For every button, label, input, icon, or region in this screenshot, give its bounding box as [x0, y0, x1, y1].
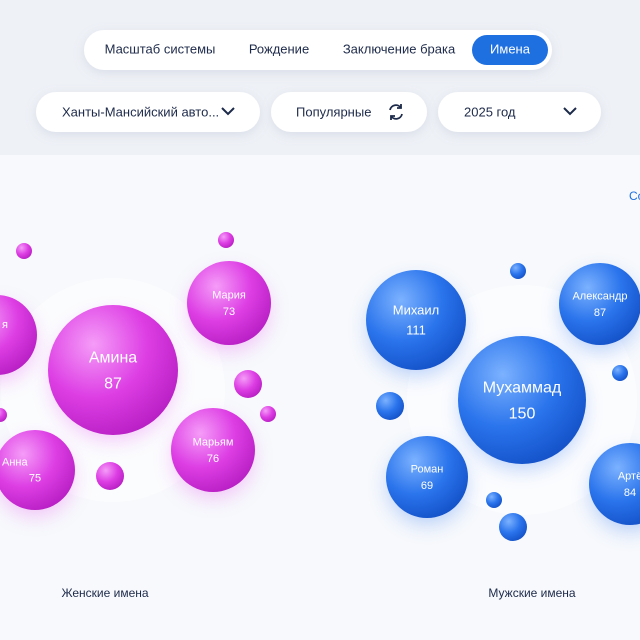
bubble-name: Анна [2, 457, 28, 469]
bubble-count: 87 [104, 376, 122, 393]
tab[interactable]: Заключение брака [343, 41, 456, 56]
decor-bubble [486, 492, 502, 508]
decor-bubble [260, 406, 276, 422]
bubble-count: 76 [207, 453, 219, 465]
bubble-name: Амина [89, 350, 137, 367]
sort-link[interactable]: Со [629, 189, 640, 203]
bubble[interactable] [187, 261, 271, 345]
decor-bubble [510, 263, 526, 279]
decor-bubble [499, 513, 527, 541]
bubble[interactable] [0, 295, 37, 375]
decor-bubble [376, 392, 404, 420]
decor-bubble [612, 365, 628, 381]
bubble-name: Михаил [393, 302, 440, 317]
decor-bubble [218, 232, 234, 248]
filter-label[interactable]: 2025 год [464, 104, 516, 119]
bubble-name: Александр [572, 291, 627, 303]
bubble[interactable] [171, 408, 255, 492]
bubble[interactable] [366, 270, 466, 370]
caption: Мужские имена [488, 586, 576, 600]
decor-bubble [0, 408, 7, 422]
caption: Женские имена [61, 586, 148, 600]
bubble[interactable] [48, 305, 178, 435]
bubble-name: Артё [618, 471, 640, 483]
bubble-name: Марьям [193, 436, 234, 448]
decor-bubble [234, 370, 262, 398]
tab[interactable]: Имена [490, 41, 531, 56]
bubble-count: 111 [406, 322, 426, 337]
bubble[interactable] [458, 336, 586, 464]
decor-bubble [16, 243, 32, 259]
bubble[interactable] [0, 430, 75, 510]
active-tab-bg [472, 35, 548, 65]
bubble-name: Роман [411, 464, 444, 476]
chevron [221, 107, 235, 116]
refresh-icon [389, 104, 403, 120]
bubble-count: 75 [29, 473, 41, 485]
chevron [563, 107, 577, 116]
bubble[interactable] [589, 443, 640, 525]
bubble[interactable] [386, 436, 468, 518]
bubble-name: Мария [212, 289, 246, 301]
bubble-name: Мухаммад [483, 380, 562, 397]
bubble-count: 73 [223, 306, 235, 318]
bubble-count: 87 [594, 307, 606, 319]
filter-label[interactable]: Ханты-Мансийский авто... [62, 104, 219, 119]
filter-label[interactable]: Популярные [296, 104, 371, 119]
year-select[interactable] [438, 92, 601, 132]
bubble-name: я [2, 319, 8, 331]
tab-bar [84, 30, 552, 70]
bubble[interactable] [559, 263, 640, 345]
tab[interactable]: Рождение [249, 41, 309, 56]
bubble-count: 69 [421, 480, 433, 492]
decor-bubble [96, 462, 124, 490]
region-select[interactable] [36, 92, 260, 132]
mode-select[interactable] [271, 92, 427, 132]
tab[interactable]: Масштаб системы [105, 41, 216, 56]
bubble-count: 150 [509, 405, 536, 422]
bubble-count: 84 [624, 487, 636, 499]
